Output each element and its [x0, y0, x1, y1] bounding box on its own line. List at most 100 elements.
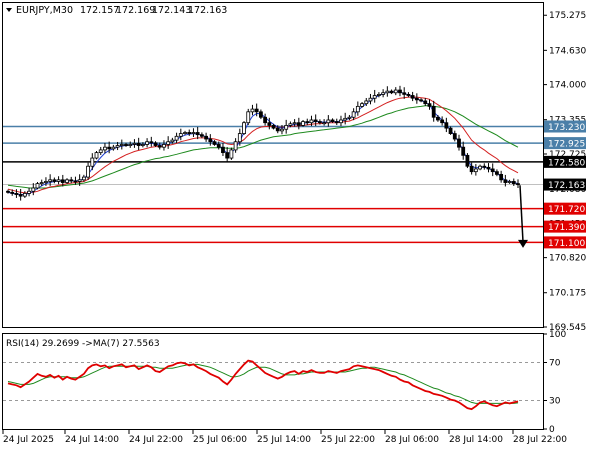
- level-label-172.925: 172.925: [548, 140, 585, 150]
- rsi-line: [7, 359, 519, 411]
- candle-body: [292, 122, 297, 125]
- candle-body: [39, 182, 44, 185]
- candle-body: [355, 105, 360, 113]
- candle-body: [275, 127, 280, 132]
- candle-body: [178, 133, 183, 137]
- header-close: 172.163: [188, 5, 227, 16]
- candle-body: [6, 190, 10, 193]
- arrow-down-icon: [518, 239, 528, 248]
- candle-body: [284, 125, 289, 130]
- candle-body: [107, 146, 112, 150]
- candle-body: [377, 94, 381, 96]
- candle-body: [448, 127, 453, 134]
- candle-body: [385, 90, 390, 94]
- rsi-tick-label: 100: [549, 330, 566, 340]
- level-label-box-171.100: [544, 236, 586, 249]
- candle-body: [334, 121, 339, 124]
- candle-body: [516, 183, 520, 186]
- candle-body: [347, 116, 352, 119]
- candle-body: [343, 117, 348, 121]
- time-tick-label: 24 Jul 22:00: [129, 435, 183, 445]
- candle-body: [81, 176, 86, 181]
- chart-header: EURJPY,M30 172.157 172.169 172.143 172.1…: [6, 5, 227, 16]
- candle-body: [381, 92, 386, 95]
- candle-body: [242, 122, 246, 134]
- candle-body: [457, 138, 461, 148]
- candle-body: [233, 141, 238, 151]
- candle-body: [119, 144, 124, 146]
- candle-body: [18, 194, 23, 197]
- level-label-box-172.163: [544, 178, 586, 191]
- candle-body: [322, 122, 327, 125]
- candle-body: [372, 95, 377, 99]
- time-tick-label: 25 Jul 06:00: [193, 435, 247, 445]
- candle-body: [465, 154, 470, 167]
- candle-body: [208, 138, 213, 143]
- time-tick-label: 28 Jul 22:00: [513, 435, 567, 445]
- candle-body: [132, 142, 137, 145]
- arrow-shaft: [519, 185, 524, 242]
- rsi-plot-frame: [2, 333, 544, 430]
- candle-body: [10, 191, 15, 194]
- candle-body: [221, 146, 225, 154]
- level-label-172.580: 172.580: [548, 158, 585, 168]
- level-labels: 173.230 172.925 172.580 172.163 171.720 171.3…: [544, 120, 586, 249]
- candle-body: [103, 146, 107, 151]
- candle-body: [65, 179, 69, 183]
- candle-body: [44, 181, 48, 183]
- candle-body: [225, 152, 230, 159]
- candle-body: [499, 173, 504, 181]
- candle-body: [52, 179, 57, 182]
- candle-body: [326, 119, 331, 124]
- candle-body: [199, 134, 204, 137]
- candle-body: [368, 97, 373, 102]
- candle-body: [495, 171, 499, 175]
- candle-body: [170, 139, 175, 143]
- price-axis: 175.275174.630174.000173.355172.725172.0…: [543, 11, 586, 333]
- candle-body: [14, 193, 19, 195]
- time-tick-label: 28 Jul 14:00: [449, 435, 503, 445]
- time-tick-label: 25 Jul 14:00: [257, 435, 311, 445]
- candle-body: [237, 133, 242, 143]
- candle-body: [461, 146, 466, 156]
- candle-body: [393, 89, 398, 94]
- level-label-box-172.925: [544, 137, 586, 150]
- collapse-triangle-icon[interactable]: [6, 8, 12, 12]
- candle-body: [166, 141, 171, 145]
- candle-body: [136, 142, 141, 146]
- candle-body: [204, 135, 208, 140]
- level-label-171.390: 171.390: [548, 223, 585, 233]
- candle-body: [364, 100, 369, 105]
- candle-body: [267, 122, 272, 126]
- level-label-box-172.580: [544, 155, 586, 168]
- candle-body: [360, 103, 364, 107]
- candle-body: [482, 165, 487, 168]
- candle-body: [507, 181, 512, 183]
- candle-body: [94, 152, 99, 159]
- candle-body: [473, 168, 478, 173]
- main-plot-frame: [2, 2, 544, 328]
- candle-body: [115, 145, 120, 148]
- candle-body: [414, 97, 419, 101]
- candle-body: [351, 111, 356, 118]
- price-tick-label: 169.545: [549, 323, 586, 333]
- candle-body: [250, 108, 255, 113]
- candle-body: [140, 144, 145, 146]
- candle-body: [60, 179, 65, 183]
- candle-body: [174, 135, 179, 141]
- candle-body: [406, 94, 411, 96]
- candle-body: [212, 141, 217, 145]
- candle-body: [271, 125, 276, 129]
- candle-body: [69, 179, 74, 182]
- candle-body: [423, 100, 428, 105]
- price-tick-label: 172.725: [549, 150, 586, 160]
- candle-body: [427, 103, 432, 107]
- horizontal-levels: [3, 125, 543, 244]
- level-label-172.163: 172.163: [548, 181, 585, 191]
- candle-body: [313, 119, 318, 123]
- header-symbol: EURJPY,M30: [16, 5, 73, 16]
- candle-body: [128, 144, 133, 146]
- rsi-panel: RSI(14) 29.2699 ->MA(7) 27.5563 100 70 30 0: [3, 330, 566, 435]
- candle-body: [440, 119, 445, 124]
